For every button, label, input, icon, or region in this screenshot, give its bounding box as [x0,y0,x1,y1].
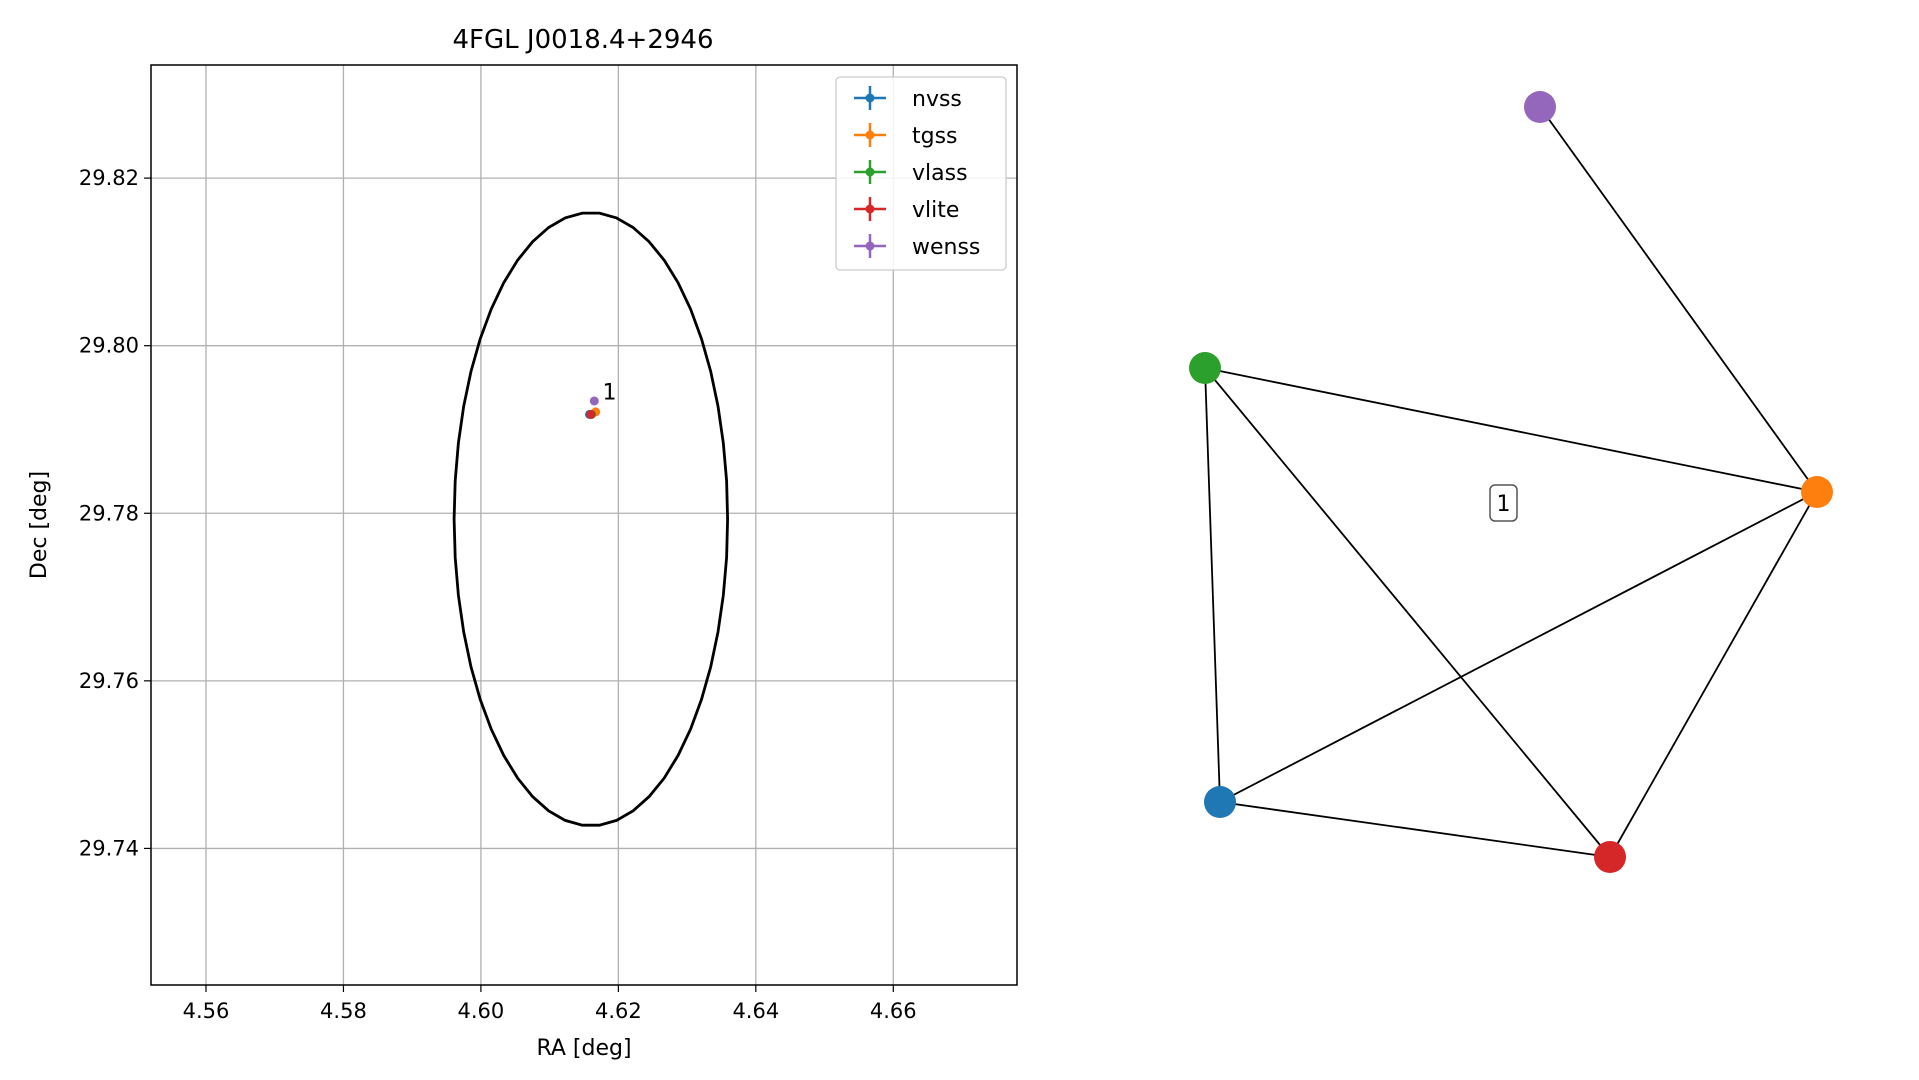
x-tick-label: 4.60 [458,999,505,1023]
plot-frame [150,64,1018,986]
y-ticks: 29.74 29.76 29.78 29.80 29.82 [79,166,151,860]
legend-item-tgss: tgss [854,123,958,149]
x-tick-label: 4.64 [732,999,779,1023]
graph-nodes [1189,91,1833,873]
legend-marker-dot [865,130,875,140]
legend-label-vlite: vlite [912,198,959,223]
legend-label-tgss: tgss [912,124,958,149]
point-annotation: 1 [603,380,617,405]
chart-title: 4FGL J0018.4+2946 [453,25,714,55]
x-tick-label: 4.56 [183,999,230,1023]
x-tick-label: 4.66 [870,999,917,1023]
edge-vlass-vlite [1204,367,1611,858]
node-vlass [1189,352,1221,384]
edge-vlass-tgss [1204,367,1818,493]
x-tick-label: 4.58 [320,999,367,1023]
node-wenss [1524,91,1556,123]
y-tick-label: 29.76 [79,669,139,693]
legend-marker-dot [865,241,875,251]
legend-item-vlite: vlite [854,197,959,223]
legend-marker-dot [865,167,875,177]
legend-items: nvss tgss vlass vlite wenss [854,86,980,260]
y-tick-label: 29.74 [79,836,139,860]
legend-label-vlass: vlass [912,161,968,186]
node-tgss [1801,476,1833,508]
y-tick-label: 29.78 [79,501,139,525]
y-tick-label: 29.80 [79,334,139,358]
graph-edges [1204,106,1818,858]
points-layer: 1 [584,380,617,419]
legend-label-nvss: nvss [912,87,962,112]
point-wenss [589,396,599,406]
x-ticks: 4.56 4.58 4.60 4.62 4.64 4.66 [183,985,917,1023]
edge-nvss-vlite [1219,801,1611,858]
legend-box [835,76,1007,271]
node-nvss [1204,786,1236,818]
legend-item-wenss: wenss [854,234,980,260]
legend: nvss tgss vlass vlite wenss [835,76,1007,271]
edge-vlite-tgss [1609,491,1818,858]
legend-item-nvss: nvss [854,86,962,112]
x-axis-label: RA [deg] [536,1036,631,1061]
graph-panel: 1 [1189,91,1833,873]
cluster-label: 1 [1489,484,1518,522]
error-ellipse-layer [452,211,729,827]
y-tick-label: 29.82 [79,166,139,190]
legend-item-vlass: vlass [854,160,968,186]
legend-label-wenss: wenss [912,235,980,260]
cluster-label-box [1489,484,1518,522]
edge-vlass-nvss [1204,367,1221,803]
edge-nvss-tgss [1219,491,1818,803]
point-vlite [586,409,596,419]
node-vlite [1594,841,1626,873]
x-tick-label: 4.62 [595,999,642,1023]
cluster-label-text: 1 [1497,492,1511,517]
legend-marker-dot [865,93,875,103]
edge-wenss-tgss [1539,106,1818,493]
legend-marker-dot [865,204,875,214]
scatter-panel: 4FGL J0018.4+2946 1 4.56 4.58 4.60 4.62 4.64… [27,25,1018,1061]
y-axis-label: Dec [deg] [27,471,52,579]
error-ellipse [452,211,729,827]
